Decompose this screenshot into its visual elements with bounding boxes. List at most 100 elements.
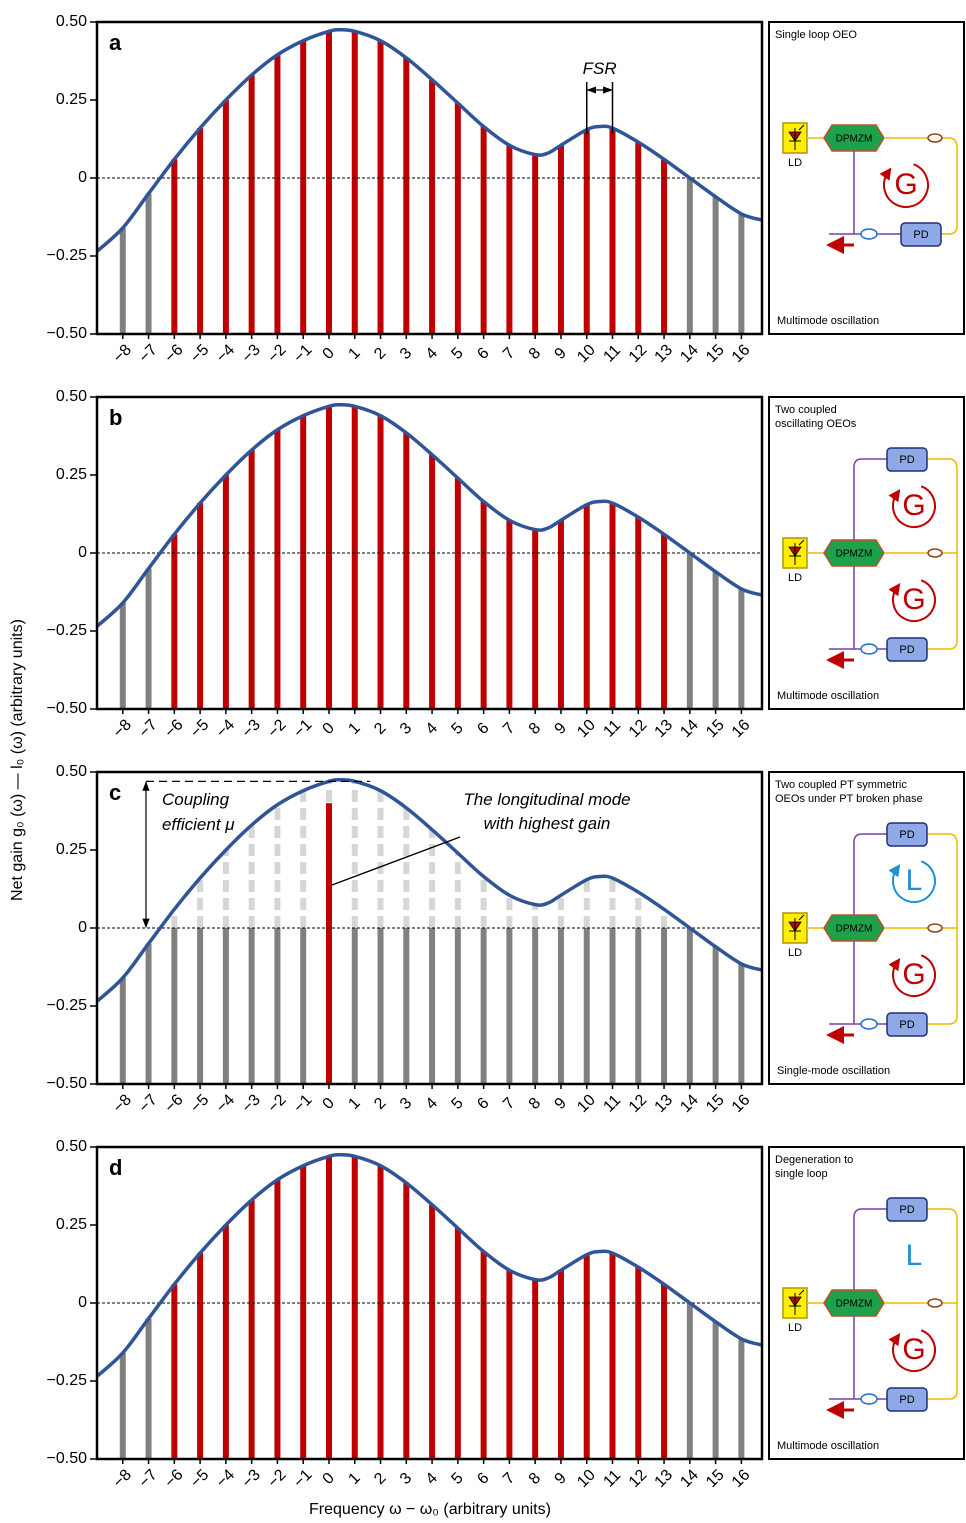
bar — [119, 1352, 126, 1459]
x-tick-label: 13 — [652, 716, 677, 741]
bar — [119, 977, 126, 1084]
detector — [900, 222, 942, 247]
x-tick-label: 6 — [474, 1095, 492, 1113]
bar — [686, 553, 693, 709]
bar — [532, 529, 539, 709]
x-tick-label: 1 — [345, 720, 363, 738]
bar — [609, 128, 616, 334]
coupling-label: Coupling — [162, 790, 230, 809]
y-tick-label: −0.50 — [47, 1450, 88, 1467]
electrical-loop — [829, 151, 901, 235]
laser-label: LD — [788, 157, 802, 169]
loop-symbol: G — [902, 1333, 925, 1366]
diagram-title: single loop — [775, 1168, 828, 1180]
bar — [145, 943, 152, 1084]
loop-arrow — [888, 579, 936, 622]
x-tick-label: −1 — [291, 1091, 316, 1116]
y-tick-label: 0.50 — [56, 1138, 87, 1155]
gain-curve — [95, 1153, 763, 1378]
detector-label: PD — [899, 454, 914, 466]
bar — [712, 571, 719, 709]
x-tick-label: 4 — [423, 345, 441, 363]
y-tick-label: 0.25 — [56, 1216, 87, 1233]
x-tick-label: 5 — [448, 720, 466, 738]
x-tick-label: −8 — [110, 341, 135, 366]
laser-icon-lines — [789, 914, 805, 940]
x-tick-label: −3 — [239, 341, 264, 366]
detector-label: PD — [899, 1019, 914, 1031]
bar — [377, 40, 384, 334]
x-tick-label: 9 — [552, 1470, 570, 1488]
y-tick-label: 0.50 — [56, 763, 87, 780]
laser-icon-lines — [789, 1289, 805, 1315]
laser-label: LD — [788, 572, 802, 584]
panel-label: d — [109, 1155, 122, 1180]
x-tick-label: 7 — [500, 1470, 518, 1488]
bar — [377, 928, 384, 1084]
gain-curve — [95, 403, 763, 628]
x-tick-label: 16 — [729, 716, 754, 741]
output-coupler — [860, 1018, 878, 1030]
plot-frame — [95, 770, 764, 1086]
y-tick-label: −0.25 — [47, 247, 88, 264]
modulator-label: DPMZM — [836, 549, 873, 560]
bar — [557, 1270, 564, 1459]
coupling-label: efficient μ — [162, 815, 235, 834]
x-tick-label: 11 — [600, 1092, 624, 1116]
bar — [429, 1204, 436, 1459]
y-tick-label: −0.50 — [47, 700, 88, 717]
bar — [532, 154, 539, 334]
x-tick-label: 3 — [397, 1470, 415, 1488]
y-tick-label: −0.25 — [47, 1372, 88, 1389]
bar — [300, 40, 307, 334]
bar — [686, 178, 693, 334]
x-tick-label: 16 — [729, 1091, 754, 1116]
rf-loop — [884, 833, 958, 1025]
x-tick-label: 6 — [474, 720, 492, 738]
x-tick-label: 1 — [345, 345, 363, 363]
bar — [248, 450, 255, 709]
x-tick-label: 7 — [500, 720, 518, 738]
bar — [325, 1156, 332, 1459]
y-tick-label: 0 — [78, 169, 87, 186]
x-tick-label: −7 — [136, 716, 161, 741]
bar — [635, 1267, 642, 1459]
bar — [454, 928, 461, 1084]
y-tick-label: −0.25 — [47, 622, 88, 639]
x-tick-label: 10 — [574, 1466, 599, 1491]
x-tick-label: 10 — [574, 716, 599, 741]
bar — [222, 100, 229, 334]
bar — [197, 928, 204, 1084]
diagram-caption: Multimode oscillation — [777, 690, 879, 702]
modulator-label: DPMZM — [836, 924, 873, 935]
fsr-label: FSR — [583, 59, 617, 78]
bar — [171, 928, 178, 1084]
x-tick-label: −2 — [265, 1466, 290, 1491]
x-tick-label: 4 — [423, 1470, 441, 1488]
bar — [351, 31, 358, 335]
diagram-title: Two coupled — [775, 404, 837, 416]
bar — [274, 1179, 281, 1459]
x-tick-label: 14 — [677, 1091, 702, 1116]
detector — [886, 822, 928, 847]
detector-label: PD — [899, 1204, 914, 1216]
detector — [886, 447, 928, 472]
bar — [661, 159, 668, 334]
y-tick-label: 0.50 — [56, 388, 87, 405]
x-tick-label: 8 — [526, 345, 544, 363]
x-tick-label: −7 — [136, 1466, 161, 1491]
gain-curve — [95, 778, 763, 1003]
x-tick-label: 12 — [626, 341, 651, 366]
x-tick-label: 15 — [703, 341, 728, 366]
x-tick-label: 3 — [397, 720, 415, 738]
x-tick-label: −6 — [162, 1091, 187, 1116]
y-tick-label: 0 — [78, 544, 87, 561]
bar — [197, 128, 204, 334]
panel-label: a — [109, 30, 122, 55]
x-tick-label: 3 — [397, 1095, 415, 1113]
bar — [506, 928, 513, 1084]
highlight-bar — [325, 803, 332, 1084]
bar — [197, 503, 204, 709]
bar — [274, 54, 281, 334]
x-tick-label: −1 — [291, 716, 316, 741]
